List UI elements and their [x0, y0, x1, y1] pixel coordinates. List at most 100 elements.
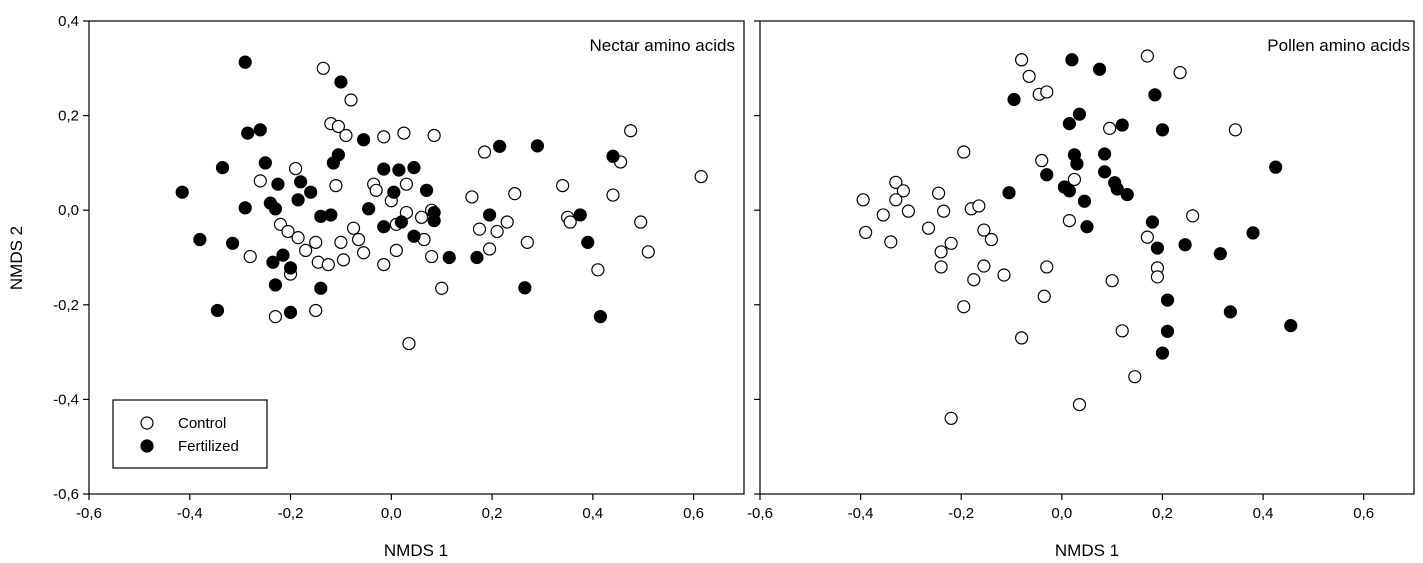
pollen-control-point: [972, 199, 986, 213]
nectar-control-point: [351, 232, 366, 247]
nectar-fertilized-point: [175, 185, 189, 199]
pollen-fertilized-point: [1070, 157, 1084, 171]
pollen-control-point: [934, 245, 948, 259]
nectar-fertilized-point: [268, 202, 283, 216]
pollen-panel-title: Pollen amino acids: [1267, 36, 1410, 55]
nectar-x-axis-title: NMDS 1: [384, 541, 448, 560]
nectar-control-point: [389, 243, 403, 258]
nectar-control-point: [243, 249, 257, 264]
pollen-control-point: [856, 193, 870, 207]
nectar-control-point: [321, 257, 335, 272]
pollen-fertilized-point: [1178, 238, 1192, 252]
pollen-control-point: [1228, 123, 1243, 137]
nectar-control-point: [591, 263, 605, 277]
nectar-ticks: -0,6 -0,4 -0,2 0,0 0,2 0,4 0,6 -0,6 -0,4 -0,2 0,0 0…: [53, 13, 704, 522]
nectar-fertilized-point: [377, 220, 391, 234]
pollen-x-tick-label: 0,6: [1353, 505, 1374, 522]
legend-fertilized-label: Fertilized: [178, 438, 239, 455]
pollen-fertilized-point: [1077, 194, 1092, 208]
pollen-fertilized-point: [1160, 293, 1175, 307]
nectar-control-point: [316, 61, 330, 75]
nectar-control-point: [435, 281, 449, 295]
pollen-control-point: [1040, 260, 1054, 274]
nectar-control-point: [465, 190, 479, 204]
nectar-fertilized-point: [377, 162, 391, 176]
nectar-control-point: [397, 126, 411, 140]
nectar-fertilized-point: [258, 156, 272, 170]
nectar-x-tick-label: 0,0: [381, 505, 402, 522]
nectar-fertilized-point: [271, 177, 285, 191]
nectar-control-point: [291, 231, 305, 245]
pollen-fertilized-point: [1002, 186, 1016, 200]
nectar-control-point: [299, 243, 313, 258]
pollen-control-point: [901, 204, 916, 218]
nectar-control-point: [508, 187, 522, 201]
nectar-control-point: [331, 119, 346, 134]
legend-control-label: Control: [178, 415, 226, 432]
nectar-y-tick-label: 0,2: [58, 108, 79, 125]
nectar-control-point: [288, 161, 303, 176]
nectar-fertilized-point: [304, 185, 318, 199]
legend-fertilized-marker: [140, 439, 154, 453]
nectar-control-point: [339, 128, 353, 143]
pollen-fertilized-point: [1080, 220, 1094, 234]
nectar-control-point: [377, 130, 391, 144]
nectar-control-point: [281, 224, 295, 239]
nectar-fertilized-point: [419, 183, 434, 197]
pollen-fertilized-point: [1092, 62, 1107, 76]
pollen-control-point: [884, 235, 898, 249]
nectar-fertilized-point: [387, 185, 401, 199]
nectar-control-point: [490, 224, 504, 239]
nectar-points: [175, 55, 708, 351]
nectar-control-point: [369, 183, 383, 197]
pollen-control-point: [944, 411, 958, 425]
pollen-plot-frame: [759, 20, 1415, 495]
nectar-fertilized-point: [193, 232, 207, 247]
pollen-control-point: [876, 208, 890, 222]
pollen-x-tick-label: -0,2: [948, 505, 974, 522]
pollen-control-point: [1105, 274, 1119, 288]
nectar-control-point: [309, 303, 323, 318]
nectar-fertilized-point: [238, 201, 252, 215]
nectar-fertilized-point: [442, 250, 456, 265]
pollen-control-point: [984, 232, 999, 247]
pollen-control-point: [1062, 214, 1076, 228]
nectar-control-point: [641, 245, 655, 259]
nectar-fertilized-point: [210, 303, 225, 318]
pollen-control-point: [957, 145, 971, 159]
nectar-panel-title: Nectar amino acids: [589, 36, 735, 55]
nectar-x-tick-label: -0,4: [177, 505, 203, 522]
pollen-control-point: [1103, 121, 1117, 135]
nectar-x-tick-label: 0,6: [683, 505, 704, 522]
pollen-x-tick-label: -0,4: [848, 505, 874, 522]
pollen-control-point: [967, 273, 981, 287]
pollen-x-tick-label: -0,6: [747, 505, 773, 522]
pollen-control-point: [1140, 230, 1154, 244]
nectar-x-tick-label: 0,4: [582, 505, 603, 522]
nectar-fertilized-point: [530, 139, 545, 153]
nectar-control-point: [253, 174, 267, 188]
nectar-panel: -0,6 -0,4 -0,2 0,0 0,2 0,4 0,6 -0,6 -0,4 -0,2 0,0 0…: [7, 13, 745, 560]
pollen-x-tick-label: 0,2: [1152, 505, 1173, 522]
nectar-fertilized-point: [427, 214, 441, 228]
nectar-y-tick-label: 0,0: [58, 202, 79, 219]
pollen-control-point: [937, 204, 951, 218]
nectar-control-point: [336, 253, 351, 267]
pollen-control-point: [921, 221, 936, 235]
nectar-control-point: [472, 222, 487, 236]
pollen-x-tick-label: 0,4: [1253, 505, 1274, 522]
nectar-fertilized-point: [392, 163, 406, 177]
nectar-control-point: [520, 235, 534, 249]
nectar-control-point: [425, 249, 439, 264]
nectar-fertilized-point: [215, 161, 230, 175]
nectar-fertilized-point: [225, 236, 240, 250]
pollen-control-point: [1072, 398, 1087, 412]
pollen-fertilized-point: [1284, 319, 1298, 333]
nectar-control-point: [624, 124, 638, 138]
legend: Control Fertilized: [112, 399, 268, 469]
nectar-control-point: [377, 257, 391, 272]
pollen-fertilized-point: [1150, 241, 1165, 255]
nectar-y-tick-label: -0,2: [53, 297, 79, 314]
pollen-control-point: [931, 186, 946, 200]
nectar-fertilized-point: [253, 123, 267, 137]
